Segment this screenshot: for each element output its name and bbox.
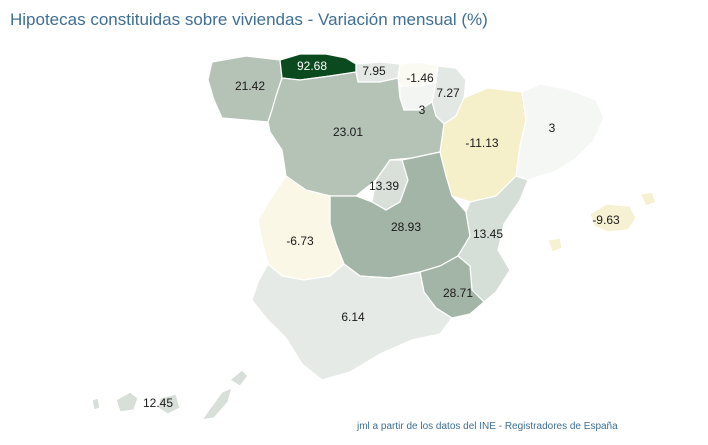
region-baleares-ibiza[interactable] [547,237,563,253]
label-castillamancha: 28.93 [391,220,421,234]
region-baleares[interactable] [589,203,637,233]
label-andalucia: 6.14 [341,310,365,324]
source-credit: jml a partir de los datos del INE - Regi… [357,421,618,432]
label-navarra: 7.27 [436,86,460,100]
label-cantabria: 7.95 [362,64,386,78]
label-galicia: 21.42 [235,79,265,93]
label-asturias: 92.68 [297,59,327,73]
label-extremadura: -6.73 [286,234,314,248]
region-baleares-menorca[interactable] [639,191,657,207]
label-valencia: 13.45 [473,227,503,241]
label-paisvasco: -1.46 [406,71,434,85]
label-cataluna: 3 [549,121,556,135]
label-murcia: 28.71 [443,286,473,300]
region-canarias-fuerteventura[interactable] [200,386,233,421]
region-cataluna[interactable] [515,83,605,181]
map-title: Hipotecas constituidas sobre viviendas -… [10,10,488,29]
label-aragon: -11.13 [465,136,498,150]
region-canarias-grancanaria[interactable] [157,393,181,415]
label-madrid: 13.39 [369,179,399,193]
label-larioja: 3 [419,103,426,117]
region-canarias[interactable] [115,391,139,413]
region-canarias-lapalma[interactable] [91,397,101,411]
label-baleares: -9.63 [592,213,620,227]
region-valencia[interactable] [457,175,529,303]
label-castillaleon: 23.01 [333,125,363,139]
region-andalucia[interactable] [251,263,453,381]
region-canarias-lanzarote[interactable] [228,369,249,387]
label-canarias: 12.45 [143,396,173,410]
